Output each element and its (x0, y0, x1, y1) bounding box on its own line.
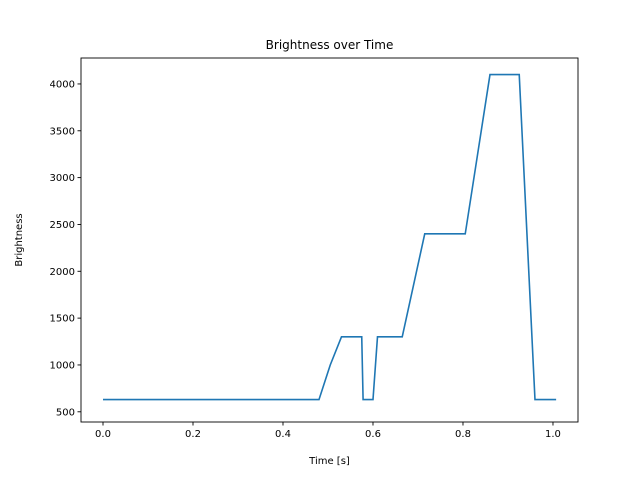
x-tick-label: 0.2 (185, 429, 201, 440)
y-tick-label: 2000 (50, 267, 75, 278)
x-axis-ticks: 0.0 0.2 0.4 0.6 0.8 1.0 (95, 422, 561, 440)
x-tick-label: 0.6 (365, 429, 381, 440)
axes-spines (80, 57, 579, 423)
y-tick-label: 3000 (50, 173, 75, 184)
y-tick-label: 4000 (50, 80, 75, 91)
y-axis-label: Brightness (14, 213, 25, 266)
x-tick-label: 0.0 (95, 429, 111, 440)
chart-title: Brightness over Time (266, 38, 394, 52)
axes-background (81, 58, 578, 422)
x-axis-label: Time [s] (308, 456, 350, 467)
y-tick-label: 3500 (50, 126, 75, 137)
x-tick-label: 0.8 (455, 429, 471, 440)
y-tick-label: 500 (56, 407, 75, 418)
brightness-series-line (103, 73, 557, 401)
y-tick-label: 2500 (50, 220, 75, 231)
y-axis-ticks: 500 1000 1500 2000 2500 3000 3500 4000 (50, 80, 81, 418)
y-tick-label: 1000 (50, 361, 75, 372)
x-tick-label: 0.4 (275, 429, 291, 440)
x-tick-label: 1.0 (545, 429, 561, 440)
y-tick-label: 1500 (50, 314, 75, 325)
